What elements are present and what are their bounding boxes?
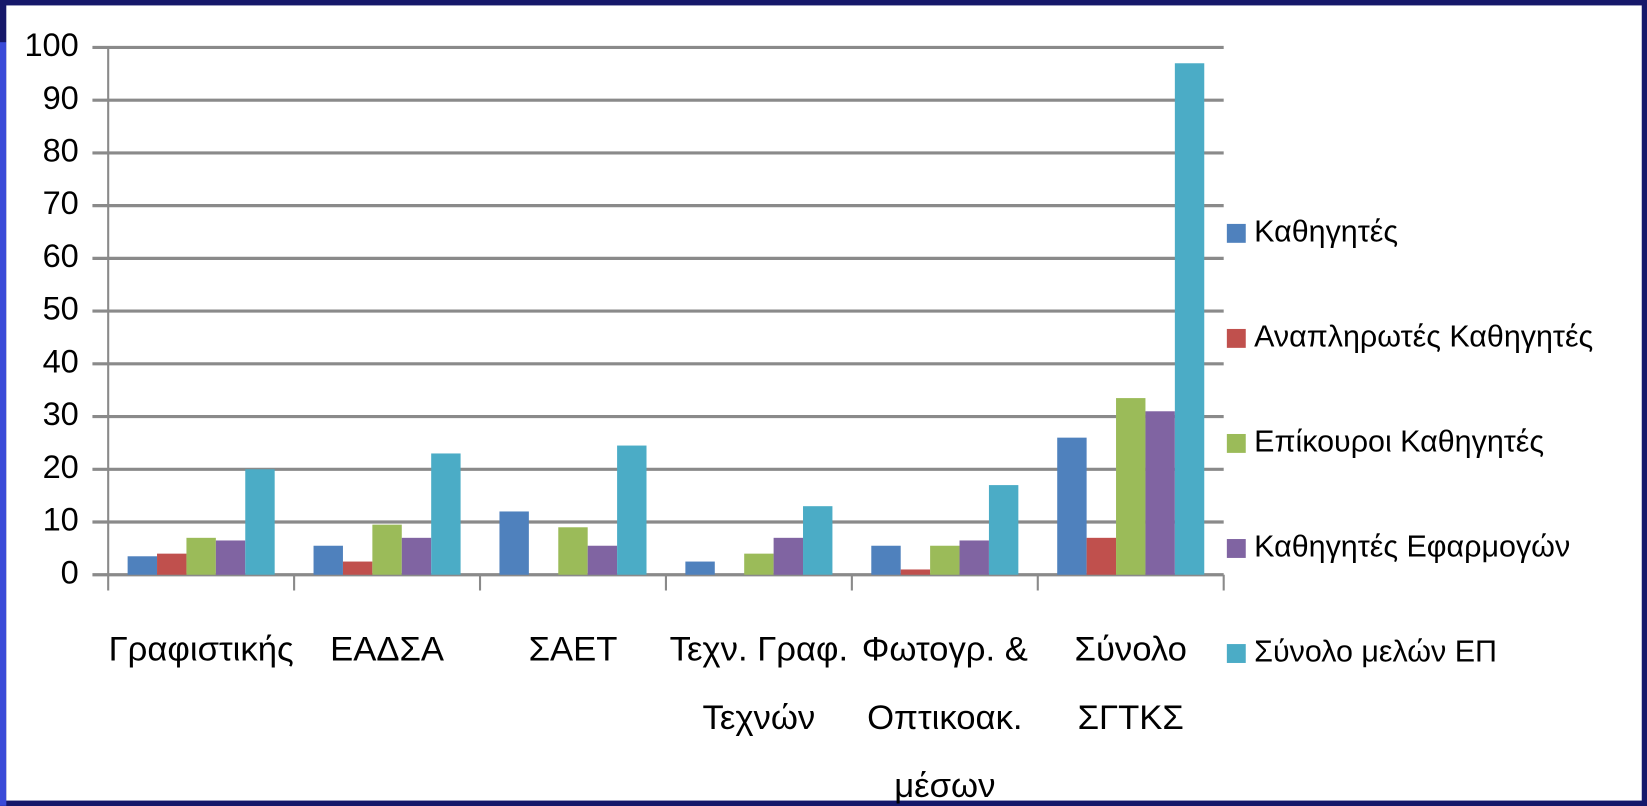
bar xyxy=(1116,398,1146,575)
legend-label: Σύνολο μελών ΕΠ xyxy=(1254,635,1497,669)
bar xyxy=(499,511,529,575)
y-tick-label: 30 xyxy=(43,396,79,432)
bar xyxy=(871,545,901,575)
legend-swatch xyxy=(1226,328,1246,348)
bar xyxy=(558,527,588,575)
bar xyxy=(685,561,715,575)
legend-label: Καθηγητές xyxy=(1254,214,1398,248)
y-tick-label: 20 xyxy=(43,449,79,485)
y-tick-label: 90 xyxy=(43,80,79,116)
bar xyxy=(773,537,804,575)
y-tick-label: 60 xyxy=(43,238,79,274)
x-tick-label: Τεχνών xyxy=(703,699,816,737)
y-tick-label: 80 xyxy=(43,132,79,168)
y-tick-label: 40 xyxy=(43,343,79,379)
y-tick-label: 50 xyxy=(43,291,79,327)
x-tick-label: Φωτογρ. & xyxy=(862,631,1028,669)
bar xyxy=(617,445,647,575)
bar xyxy=(157,553,187,575)
y-tick-label: 10 xyxy=(43,502,79,538)
bar xyxy=(900,569,931,575)
chart-area xyxy=(6,5,1642,801)
x-tick-label: Γραφιστικής xyxy=(109,631,294,669)
bar xyxy=(1086,537,1117,575)
x-tick-label: Οπτικοακ. xyxy=(867,699,1022,737)
x-tick-label: ΣΑΕΤ xyxy=(529,631,618,669)
legend-label: Αναπληρωτές Καθηγητές xyxy=(1254,319,1593,353)
x-tick-label: Σύνολο xyxy=(1075,631,1187,669)
bar xyxy=(744,553,774,575)
legend-swatch xyxy=(1226,433,1246,453)
y-tick-label: 70 xyxy=(43,185,79,221)
x-tick-label: μέσων xyxy=(894,767,995,805)
legend-label: Επίκουροι Καθηγητές xyxy=(1254,424,1544,458)
legend-swatch xyxy=(1226,539,1246,558)
bar xyxy=(313,545,343,575)
bar xyxy=(401,537,432,575)
bar xyxy=(431,453,461,575)
bar xyxy=(186,537,216,575)
legend-swatch xyxy=(1226,644,1246,663)
bar xyxy=(1174,63,1205,575)
bar xyxy=(1145,411,1175,575)
frame-edge xyxy=(0,42,7,806)
bar xyxy=(372,524,402,575)
legend-swatch xyxy=(1226,223,1246,243)
bar xyxy=(215,540,246,575)
x-tick-label: ΕΑΔΣΑ xyxy=(330,631,445,669)
bar xyxy=(803,506,833,575)
y-tick-label: 0 xyxy=(61,554,79,590)
x-tick-label: Τεχν. Γραφ. xyxy=(670,631,849,669)
bar xyxy=(1057,437,1087,575)
bar xyxy=(127,556,158,575)
bar xyxy=(930,545,960,575)
bar xyxy=(587,545,618,575)
legend-label: Καθηγητές Εφαρμογών xyxy=(1254,530,1570,564)
y-tick-label: 100 xyxy=(24,27,78,63)
bar xyxy=(342,561,373,575)
bar xyxy=(988,485,1019,575)
bar xyxy=(959,540,989,575)
bar xyxy=(245,469,275,575)
x-tick-label: ΣΓΤΚΣ xyxy=(1078,699,1184,737)
